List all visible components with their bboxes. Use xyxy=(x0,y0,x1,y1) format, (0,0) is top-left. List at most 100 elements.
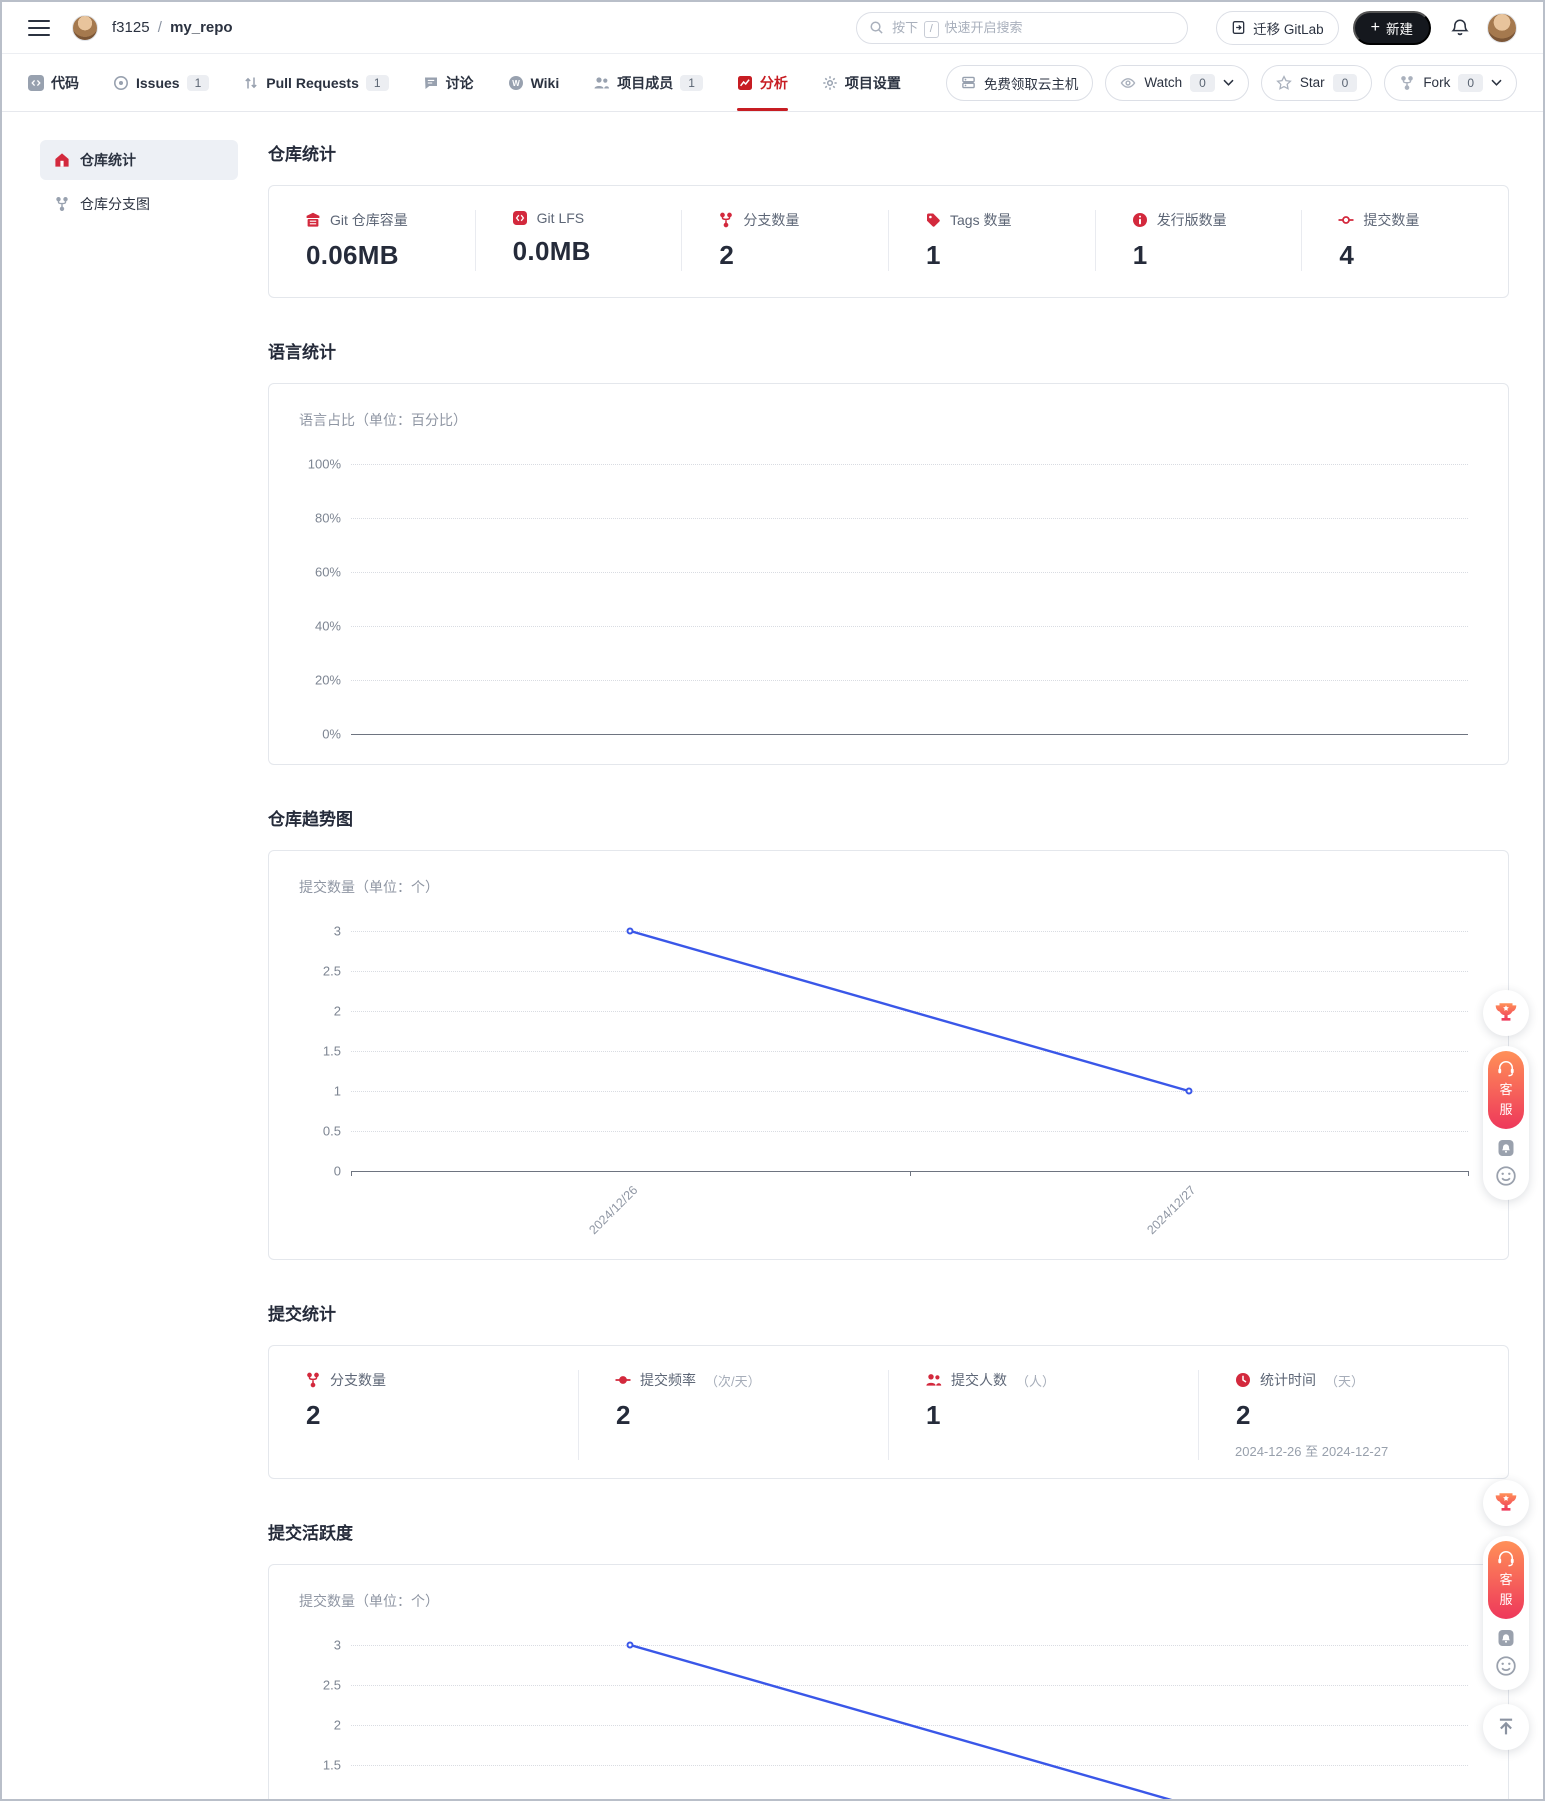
stat-value: 2 xyxy=(306,1400,321,1430)
y-axis-tick: 1.5 xyxy=(322,1043,341,1059)
customer-service-button[interactable]: 客服 xyxy=(1488,1051,1524,1129)
tab-analysis[interactable]: 分析 xyxy=(736,54,788,111)
notification-bell-icon[interactable] xyxy=(1451,18,1469,37)
watch-eye-icon xyxy=(1120,75,1136,91)
floating-widget-lower: 客服 xyxy=(1483,1480,1529,1750)
members-count-badge: 1 xyxy=(680,74,703,91)
section-title-commit-stats: 提交统计 xyxy=(268,1305,336,1324)
y-axis-tick: 2.5 xyxy=(322,963,341,979)
stat-unit: （天） xyxy=(1325,1373,1365,1389)
tab-discussions[interactable]: 讨论 xyxy=(423,54,474,111)
tab-settings[interactable]: 项目设置 xyxy=(822,54,901,111)
breadcrumb-owner[interactable]: f3125 xyxy=(112,19,150,36)
migrate-icon xyxy=(1231,20,1246,35)
gear-icon xyxy=(822,75,838,91)
stat-label: Git 仓库容量 xyxy=(330,212,408,228)
language-chart-card: 语言占比（单位：百分比） 100% 80% 60% 40% 20% 0% xyxy=(268,383,1509,765)
feedback-smiley-button[interactable] xyxy=(1495,1165,1517,1187)
data-point-marker[interactable] xyxy=(626,1641,634,1649)
stat-label: 统计时间 xyxy=(1260,1372,1316,1388)
rewards-trophy-button[interactable] xyxy=(1483,990,1529,1036)
chart-label: 提交数量（单位：个） xyxy=(299,879,439,895)
pr-count-badge: 1 xyxy=(365,74,389,91)
clock-icon xyxy=(1235,1372,1251,1388)
issues-icon xyxy=(113,75,129,91)
data-point-marker[interactable] xyxy=(1185,1087,1193,1095)
git-lfs-icon xyxy=(512,210,528,226)
cloud-host-icon xyxy=(961,75,976,90)
feedback-smiley-button[interactable] xyxy=(1495,1655,1517,1677)
section-title-activity: 提交活跃度 xyxy=(268,1524,353,1543)
stat-branch-count: 分支数量 2 xyxy=(269,1370,578,1460)
tab-code[interactable]: 代码 xyxy=(28,54,79,111)
release-info-icon xyxy=(1132,212,1148,228)
announcement-bell-button[interactable] xyxy=(1496,1628,1516,1648)
sidebar-item-branch-graph[interactable]: 仓库分支图 xyxy=(40,184,238,224)
tab-issues[interactable]: Issues 1 xyxy=(113,54,210,111)
headset-icon xyxy=(1498,1551,1514,1567)
issues-count-badge: 1 xyxy=(186,74,210,91)
y-axis-tick: 1 xyxy=(299,1798,341,1800)
arrow-up-icon xyxy=(1499,1718,1513,1735)
branch-icon xyxy=(305,1372,321,1388)
commit-icon xyxy=(615,1372,631,1388)
customer-service-button[interactable]: 客服 xyxy=(1488,1541,1524,1619)
chart-label: 语言占比（单位：百分比） xyxy=(299,412,467,428)
stat-releases: 发行版数量 1 xyxy=(1094,210,1302,271)
y-axis-tick: 60% xyxy=(314,564,341,580)
y-axis-tick: 3 xyxy=(333,1637,341,1653)
scroll-to-top-button[interactable] xyxy=(1483,1704,1529,1750)
repo-stats-card: Git 仓库容量 0.06MB Git LFS 0.0MB xyxy=(268,185,1509,298)
section-title-language: 语言统计 xyxy=(268,343,336,362)
y-axis-tick: 2 xyxy=(333,1003,341,1019)
search-input[interactable]: 按下 / 快速开启搜索 xyxy=(856,11,1189,44)
stat-value: 2 xyxy=(616,1400,631,1430)
fork-button[interactable]: Fork 0 xyxy=(1384,64,1517,101)
support-widget: 客服 xyxy=(1483,1046,1529,1200)
y-axis-tick: 40% xyxy=(314,618,341,634)
user-avatar[interactable] xyxy=(1487,12,1517,43)
code-icon xyxy=(28,74,44,91)
stat-label: 提交数量 xyxy=(1363,212,1420,228)
migrate-gitlab-button[interactable]: 迁移 GitLab xyxy=(1216,10,1339,45)
y-axis-tick: 0 xyxy=(333,1163,341,1179)
data-point-marker[interactable] xyxy=(626,927,634,935)
floating-widget-upper: 客服 xyxy=(1483,990,1529,1200)
repo-owner-avatar[interactable] xyxy=(72,14,98,41)
stat-label: Tags 数量 xyxy=(950,212,1012,228)
stat-label: Git LFS xyxy=(536,210,585,226)
announcement-bell-button[interactable] xyxy=(1496,1138,1516,1158)
stat-tags: Tags 数量 1 xyxy=(888,210,1095,271)
free-cloud-host-button[interactable]: 免费领取云主机 xyxy=(945,64,1094,101)
stat-repo-capacity: Git 仓库容量 0.06MB xyxy=(269,210,475,271)
analysis-sidebar: 仓库统计 仓库分支图 xyxy=(40,140,238,1799)
people-icon xyxy=(925,1372,942,1388)
stat-time-range: 统计时间 （天） 2 2024-12-26 至 2024-12-27 xyxy=(1198,1370,1508,1460)
analysis-chart-icon xyxy=(737,75,753,91)
tab-members[interactable]: 项目成员 1 xyxy=(593,54,703,111)
home-icon xyxy=(54,152,70,168)
star-button[interactable]: Star 0 xyxy=(1260,64,1373,101)
chart-label: 提交数量（单位：个） xyxy=(299,1593,439,1609)
branch-icon xyxy=(54,196,70,212)
new-button[interactable]: + 新建 xyxy=(1352,10,1431,45)
watch-button[interactable]: Watch 0 xyxy=(1105,64,1249,101)
y-axis-tick: 0.5 xyxy=(322,1123,341,1139)
rewards-trophy-button[interactable] xyxy=(1483,1480,1529,1526)
tab-pull-requests[interactable]: Pull Requests 1 xyxy=(243,54,389,111)
stat-value: 2 xyxy=(1236,1400,1251,1430)
stat-value: 1 xyxy=(926,240,941,270)
tab-wiki[interactable]: W Wiki xyxy=(508,54,559,111)
watch-count-badge: 0 xyxy=(1190,73,1215,92)
y-axis-tick: 2 xyxy=(333,1717,341,1733)
y-axis-tick: 100% xyxy=(307,456,341,472)
stat-value: 0.06MB xyxy=(306,240,399,270)
repo-nav: 代码 Issues 1 Pull Requests 1 讨论 xyxy=(2,54,1543,112)
sidebar-item-repo-stats[interactable]: 仓库统计 xyxy=(40,140,238,180)
stat-value: 2 xyxy=(719,240,735,270)
stat-value: 1 xyxy=(1132,240,1148,270)
discussion-icon xyxy=(423,75,439,91)
breadcrumb-repo[interactable]: my_repo xyxy=(170,19,233,36)
pull-request-icon xyxy=(243,75,259,91)
hamburger-menu-icon[interactable] xyxy=(28,19,50,36)
